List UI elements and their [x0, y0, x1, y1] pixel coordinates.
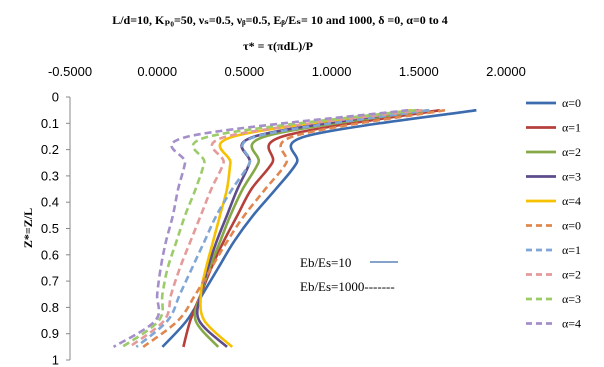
- y-axis-label: Z*=Z/L: [21, 208, 35, 248]
- series-line: [143, 110, 445, 347]
- x-tick-label: 0.0000: [137, 64, 177, 79]
- annotations: Eb/Es=10 Eb/Es=1000-------: [300, 255, 398, 294]
- x-axis-ticks: -0.5000 0.0000 0.5000 1.0000 1.5000 2.0000: [48, 64, 526, 79]
- chart-title: L/d=10, Kₚ₀=50, νₛ=0.5, νᵦ=0.5, Eᵦ/Eₛ= 1…: [112, 13, 448, 27]
- y-tick-label: 0.1: [41, 116, 59, 131]
- chart-subtitle: τ* = τ(πdL)/P: [243, 39, 313, 53]
- annotation-eb-es-1000: Eb/Es=1000-------: [300, 279, 395, 294]
- x-tick-label: 0.5000: [225, 64, 265, 79]
- y-tick-label: 0.8: [41, 300, 59, 315]
- annotation-eb-es-10: Eb/Es=10: [300, 255, 351, 270]
- legend-label: α=0: [562, 219, 581, 233]
- y-tick-label: 1: [52, 353, 59, 367]
- x-tick-label: 1.5000: [399, 64, 439, 79]
- series-line: [114, 110, 409, 347]
- legend-label: α=4: [562, 317, 581, 331]
- series-line: [136, 110, 429, 347]
- series-line: [200, 110, 411, 347]
- legend-label: α=3: [562, 170, 581, 184]
- y-tick-label: 0.6: [41, 247, 59, 262]
- legend-label: α=2: [562, 268, 581, 282]
- x-tick-label: 2.0000: [486, 64, 526, 79]
- x-tick-label: -0.5000: [48, 64, 92, 79]
- y-tick-label: 0.9: [41, 326, 59, 341]
- legend-label: α=1: [562, 121, 581, 135]
- series-group: [114, 110, 477, 347]
- legend-label: α=3: [562, 292, 581, 306]
- y-tick-label: 0.3: [41, 168, 59, 183]
- legend-label: α=0: [562, 96, 581, 110]
- x-tick-label: 1.0000: [312, 64, 352, 79]
- legend: α=0 α=1 α=2 α=3 α=4 α=0 α=1 α=2 α=3 α=4: [526, 96, 581, 331]
- y-tick-label: 0.5: [41, 221, 59, 236]
- legend-label: α=2: [562, 145, 581, 159]
- y-tick-label: 0.4: [41, 195, 59, 210]
- legend-label: α=4: [562, 194, 581, 208]
- y-tick-label: 0.2: [41, 142, 59, 157]
- legend-label: α=1: [562, 243, 581, 257]
- y-tick-label: 0.7: [41, 274, 59, 289]
- y-axis-ticks: 0 0.1 0.2 0.3 0.4 0.5 0.6 0.7 0.8 0.9 1: [41, 90, 70, 367]
- y-tick-label: 0: [52, 90, 59, 105]
